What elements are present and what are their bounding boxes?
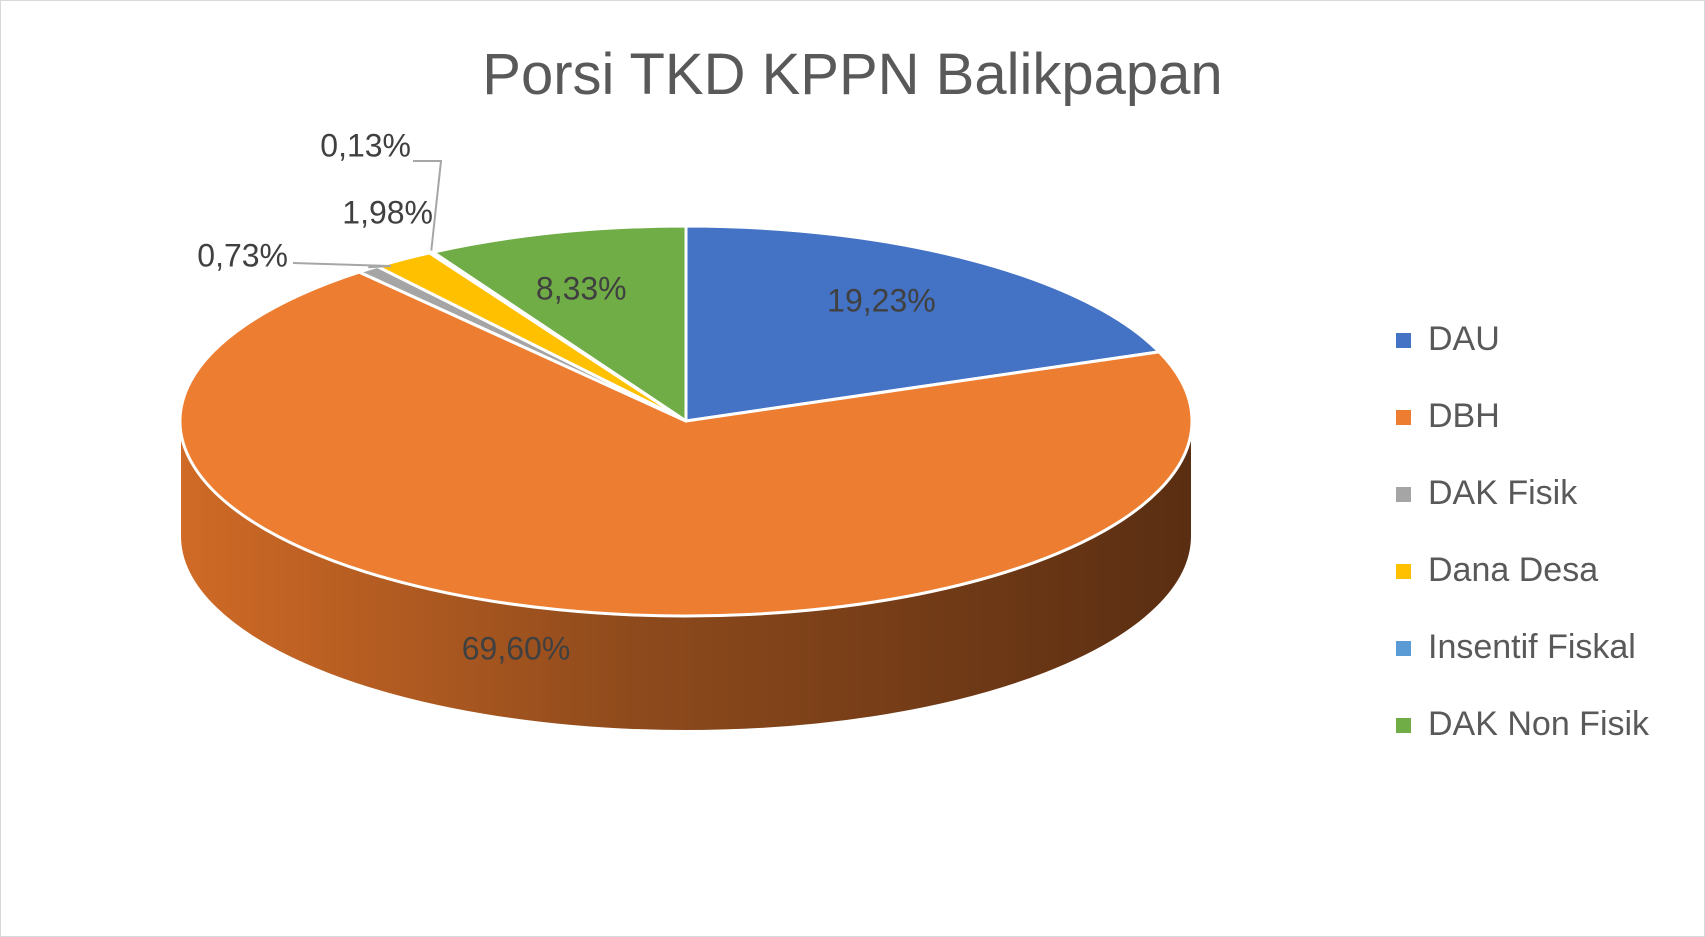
legend-swatch-dana-desa [1396, 564, 1411, 579]
data-label-dau: 19,23% [827, 282, 936, 318]
data-label-dana-desa: 1,98% [342, 194, 433, 230]
leader-line-dak-fisik [292, 262, 392, 269]
legend-swatch-dak-non-fisik [1396, 718, 1411, 733]
data-label-dbh: 69,60% [462, 630, 571, 666]
legend-label-dak-non-fisik: DAK Non Fisik [1428, 705, 1650, 743]
pie-slice-dau [684, 224, 1161, 423]
legend-label-insentif-fiskal: Insentif Fiskal [1428, 628, 1636, 666]
data-label-dak-non-fisik: 8,33% [536, 270, 627, 306]
chart-title: Porsi TKD KPPN Balikpapan [482, 42, 1223, 107]
leader-lines [292, 160, 443, 269]
data-labels: 19,23% 69,60% 0,73% 1,98% 0,13% 8,33% [197, 127, 935, 666]
leader-line-insentif-fiskal [413, 160, 443, 251]
data-label-dak-fisik: 0,73% [197, 237, 288, 273]
legend-swatch-insentif-fiskal [1396, 641, 1411, 656]
legend-label-dak-fisik: DAK Fisik [1428, 474, 1578, 512]
pie-slice-dak-non-fisik [431, 224, 688, 423]
data-label-insentif-fiskal: 0,13% [320, 127, 411, 163]
legend-swatch-dak-fisik [1396, 487, 1411, 502]
pie-slice-dbh [178, 270, 1194, 618]
legend-swatch-dbh [1396, 410, 1411, 425]
legend-label-dana-desa: Dana Desa [1428, 551, 1599, 589]
pie-top [178, 224, 1194, 618]
legend-label-dbh: DBH [1428, 397, 1500, 435]
legend-swatch-dau [1396, 333, 1411, 348]
legend-label-dau: DAU [1428, 320, 1500, 358]
